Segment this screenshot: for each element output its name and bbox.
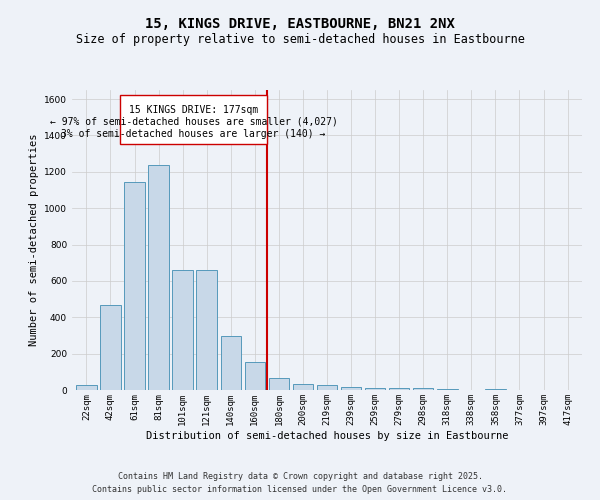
FancyBboxPatch shape: [120, 96, 267, 144]
Bar: [485, 389, 506, 390]
Text: Contains HM Land Registry data © Crown copyright and database right 2025.
Contai: Contains HM Land Registry data © Crown c…: [92, 472, 508, 494]
Bar: [124, 182, 145, 390]
Bar: [293, 384, 313, 390]
Bar: [413, 388, 433, 390]
Bar: [269, 378, 289, 390]
Text: 3% of semi-detached houses are larger (140) →: 3% of semi-detached houses are larger (1…: [61, 129, 326, 139]
Bar: [221, 336, 241, 390]
Bar: [100, 304, 121, 390]
Bar: [172, 270, 193, 390]
Bar: [341, 388, 361, 390]
Bar: [437, 389, 458, 390]
Text: Size of property relative to semi-detached houses in Eastbourne: Size of property relative to semi-detach…: [76, 32, 524, 46]
Text: 15, KINGS DRIVE, EASTBOURNE, BN21 2NX: 15, KINGS DRIVE, EASTBOURNE, BN21 2NX: [145, 18, 455, 32]
Bar: [365, 388, 385, 390]
Bar: [196, 270, 217, 390]
Y-axis label: Number of semi-detached properties: Number of semi-detached properties: [29, 134, 38, 346]
Bar: [317, 384, 337, 390]
Bar: [389, 388, 409, 390]
Bar: [76, 386, 97, 390]
Bar: [245, 362, 265, 390]
Text: ← 97% of semi-detached houses are smaller (4,027): ← 97% of semi-detached houses are smalle…: [50, 116, 337, 126]
Text: 15 KINGS DRIVE: 177sqm: 15 KINGS DRIVE: 177sqm: [129, 104, 258, 115]
Bar: [148, 166, 169, 390]
X-axis label: Distribution of semi-detached houses by size in Eastbourne: Distribution of semi-detached houses by …: [146, 430, 508, 440]
